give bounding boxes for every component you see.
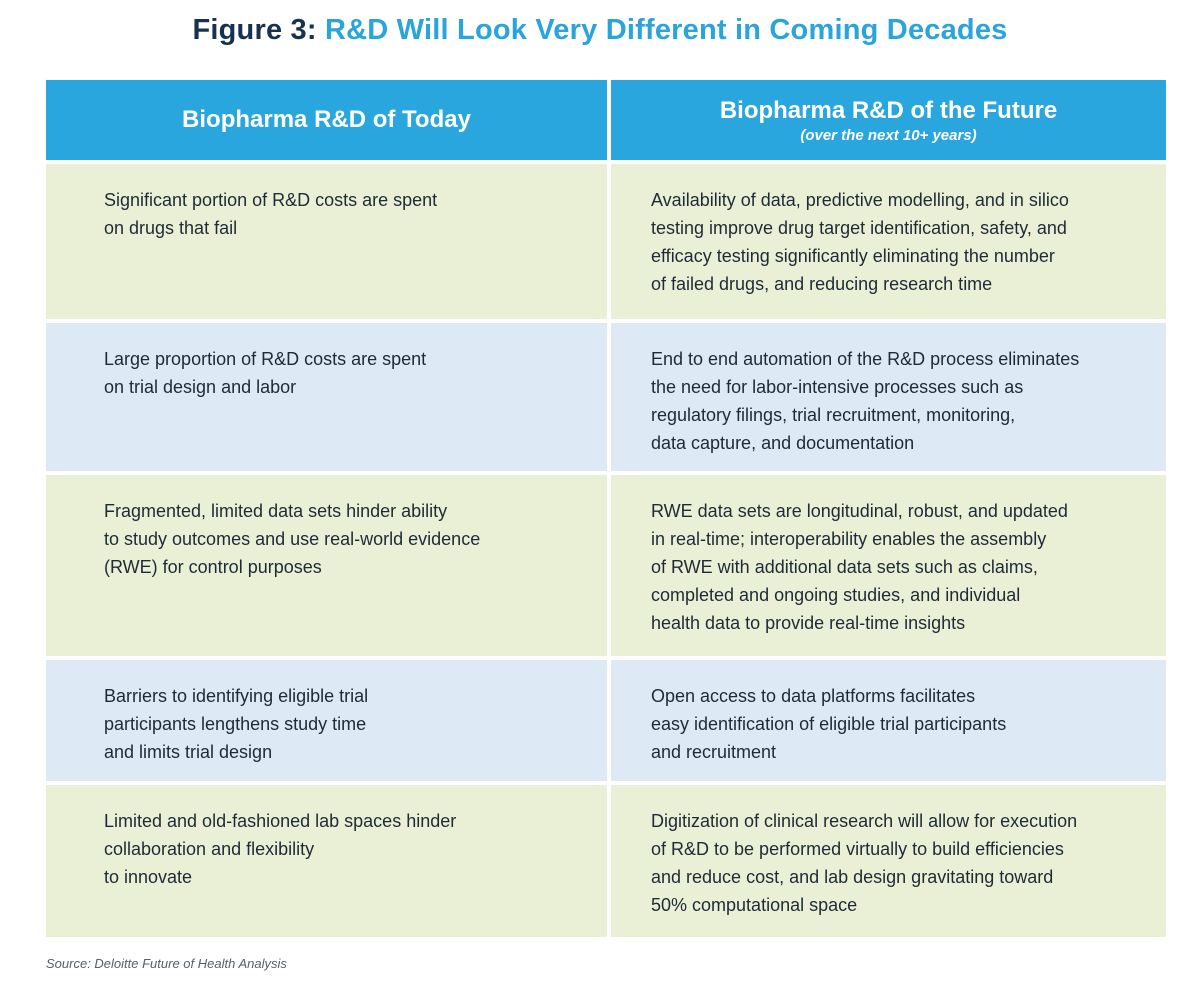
table-row: Fragmented, limited data sets hinder abi… <box>46 475 1166 656</box>
cell-line: Barriers to identifying eligible trial <box>104 686 369 706</box>
cell-line: on trial design and labor <box>104 377 297 397</box>
cell-line: to innovate <box>104 867 193 887</box>
today-cell: Significant portion of R&D costs are spe… <box>46 164 607 319</box>
cell-line: regulatory filings, trial recruitment, m… <box>651 405 1016 425</box>
cell-line: collaboration and flexibility <box>104 839 315 859</box>
cell-line: Availability of data, predictive modelli… <box>651 190 1069 210</box>
cell-line: and limits trial design <box>104 742 273 762</box>
cell-line: Digitization of clinical research will a… <box>651 811 1078 831</box>
today-cell: Large proportion of R&D costs are spent … <box>46 323 607 471</box>
cell-line: RWE data sets are longitudinal, robust, … <box>651 501 1068 521</box>
cell-line: to study outcomes and use real-world evi… <box>104 529 481 549</box>
cell-line: of RWE with additional data sets such as… <box>651 557 1038 577</box>
cell-line: on drugs that fail <box>104 218 238 238</box>
cell-line: of failed drugs, and reducing research t… <box>651 274 993 294</box>
future-cell: Availability of data, predictive modelli… <box>611 164 1166 319</box>
header-future-subtitle: (over the next 10+ years) <box>800 126 977 144</box>
cell-line: Large proportion of R&D costs are spent <box>104 349 427 369</box>
source-note: Source: Deloitte Future of Health Analys… <box>46 956 287 971</box>
cell-line: and reduce cost, and lab design gravitat… <box>651 867 1054 887</box>
table-row: Significant portion of R&D costs are spe… <box>46 164 1166 319</box>
header-future: Biopharma R&D of the Future (over the ne… <box>611 80 1166 160</box>
header-today: Biopharma R&D of Today <box>46 80 607 160</box>
today-cell: Fragmented, limited data sets hinder abi… <box>46 475 607 656</box>
cell-line: Open access to data platforms facilitate… <box>651 686 976 706</box>
comparison-table: Biopharma R&D of Today Biopharma R&D of … <box>46 80 1166 937</box>
header-today-title: Biopharma R&D of Today <box>182 106 471 133</box>
today-cell: Limited and old-fashioned lab spaces hin… <box>46 785 607 937</box>
figure-title: Figure 3: R&D Will Look Very Different i… <box>0 14 1200 47</box>
table-row: Large proportion of R&D costs are spent … <box>46 323 1166 471</box>
cell-line: of R&D to be performed virtually to buil… <box>651 839 1064 859</box>
table-header-row: Biopharma R&D of Today Biopharma R&D of … <box>46 80 1166 160</box>
cell-line: the need for labor-intensive processes s… <box>651 377 1024 397</box>
cell-line: 50% computational space <box>651 895 858 915</box>
cell-line: in real-time; interoperability enables t… <box>651 529 1047 549</box>
cell-line: data capture, and documentation <box>651 433 915 453</box>
cell-line: and recruitment <box>651 742 777 762</box>
table-row: Limited and old-fashioned lab spaces hin… <box>46 785 1166 937</box>
table-row: Barriers to identifying eligible trial p… <box>46 660 1166 781</box>
figure-title-text: R&D Will Look Very Different in Coming D… <box>325 14 1008 46</box>
future-cell: RWE data sets are longitudinal, robust, … <box>611 475 1166 656</box>
cell-line: (RWE) for control purposes <box>104 557 322 577</box>
figure-label: Figure 3: <box>192 14 317 46</box>
cell-line: efficacy testing significantly eliminati… <box>651 246 1055 266</box>
future-cell: End to end automation of the R&D process… <box>611 323 1166 471</box>
future-cell: Open access to data platforms facilitate… <box>611 660 1166 781</box>
header-future-title: Biopharma R&D of the Future <box>719 96 1058 124</box>
cell-line: Fragmented, limited data sets hinder abi… <box>104 501 448 521</box>
future-cell: Digitization of clinical research will a… <box>611 785 1166 937</box>
cell-line: Limited and old-fashioned lab spaces hin… <box>104 811 457 831</box>
cell-line: testing improve drug target identificati… <box>651 218 1067 238</box>
cell-line: Significant portion of R&D costs are spe… <box>104 190 438 210</box>
cell-line: health data to provide real-time insight… <box>651 613 966 633</box>
cell-line: completed and ongoing studies, and indiv… <box>651 585 1021 605</box>
cell-line: End to end automation of the R&D process… <box>651 349 1080 369</box>
today-cell: Barriers to identifying eligible trial p… <box>46 660 607 781</box>
cell-line: easy identification of eligible trial pa… <box>651 714 1007 734</box>
cell-line: participants lengthens study time <box>104 714 367 734</box>
